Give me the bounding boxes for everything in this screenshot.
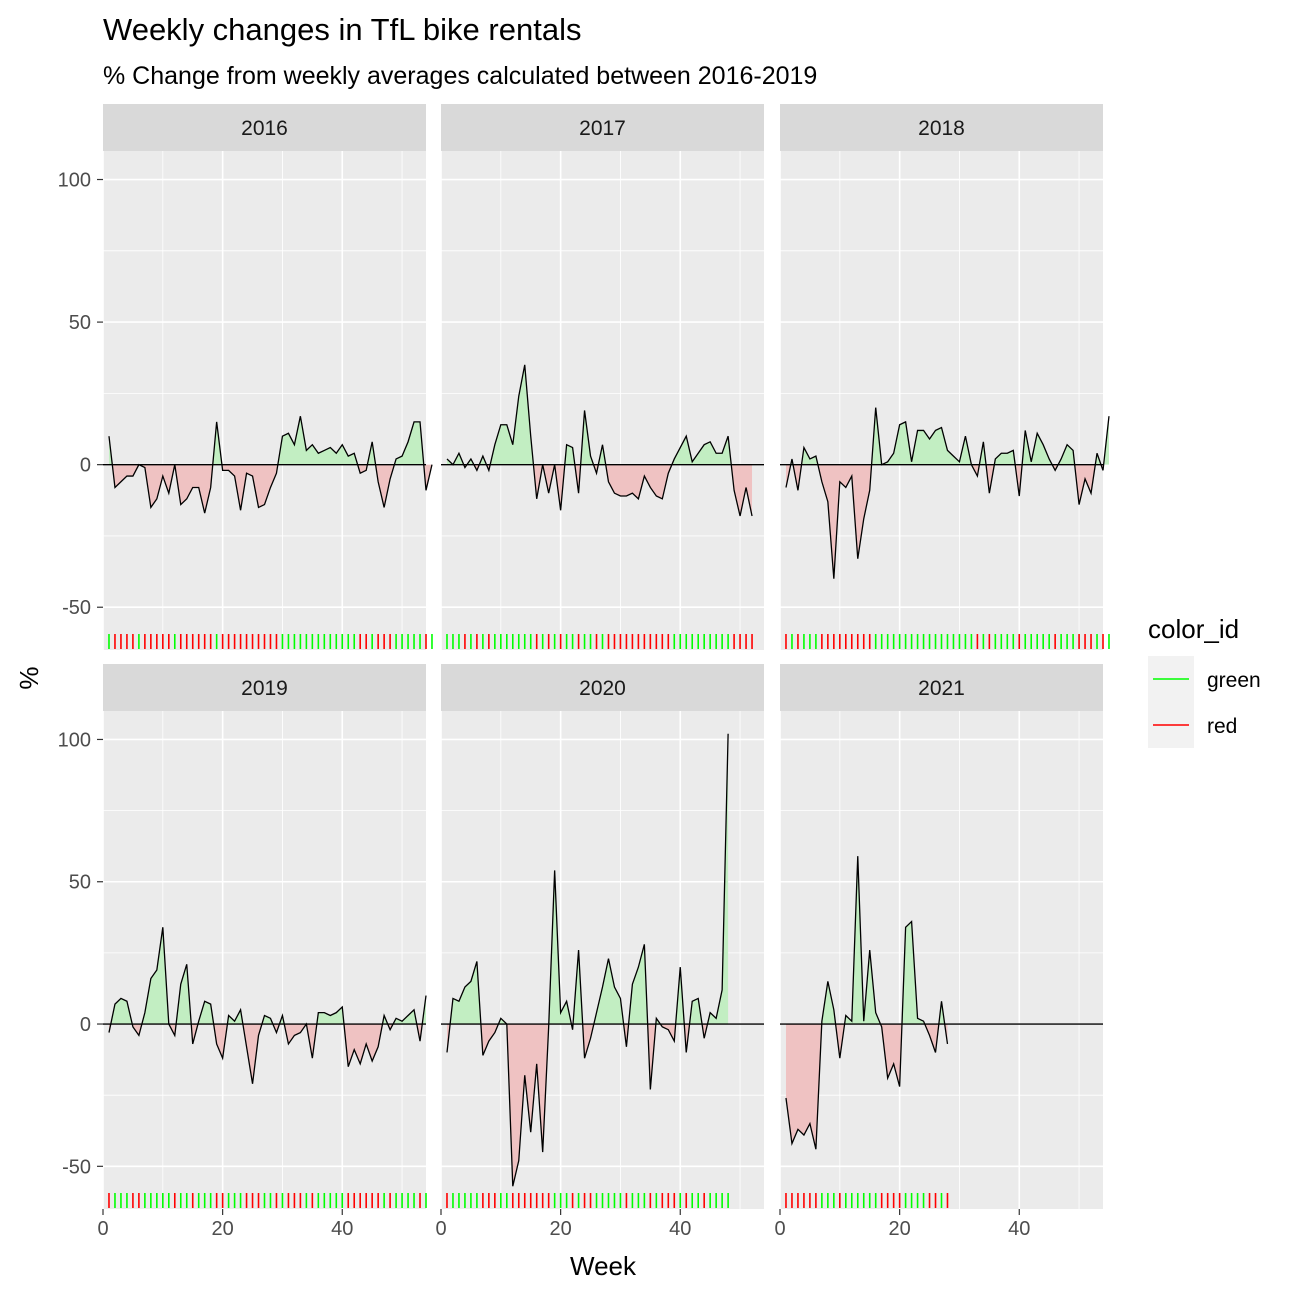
legend: color_id green red [1148, 614, 1261, 748]
facet-strip [780, 664, 1103, 711]
panel-background [780, 711, 1103, 1209]
series-line [108, 927, 427, 1084]
facet-panel-2016: 2016 -50 0 50 100 [58, 104, 433, 650]
facet-strip-label: 2016 [241, 117, 288, 140]
series-line [108, 416, 433, 514]
positive-area [108, 416, 432, 465]
facet-strip [441, 664, 764, 711]
facet-strip-label: 2020 [579, 677, 626, 700]
panel-background [103, 711, 426, 1209]
facet-strip-label: 2017 [579, 117, 626, 140]
y-tick-label: 0 [80, 1014, 91, 1036]
facet-panel-2018: 2018 [779, 104, 1110, 650]
series-line [785, 856, 949, 1150]
legend-label-red: red [1207, 715, 1237, 738]
facet-panel-2021: 2021 0 20 40 [774, 664, 1103, 1240]
facet-panel-2019: 2019 -50 0 50 100 0 20 40 [58, 664, 427, 1240]
facet-strip-label: 2018 [918, 117, 965, 140]
y-tick-label: 100 [58, 170, 91, 192]
panel-background [780, 151, 1103, 650]
chart-title: Weekly changes in TfL bike rentals [103, 12, 581, 47]
chart-subtitle: % Change from weekly averages calculated… [103, 62, 817, 90]
series-line [446, 733, 729, 1187]
facet-strip [103, 664, 426, 711]
x-tick-label: 20 [212, 1218, 234, 1240]
legend-title: color_id [1148, 614, 1239, 644]
facet-strip-label: 2021 [918, 677, 965, 700]
positive-area [821, 856, 945, 1025]
facet-panel-2017: 2017 [440, 104, 764, 650]
negative-area [108, 1024, 423, 1084]
facet-strip [780, 104, 1103, 151]
positive-area [446, 364, 732, 465]
x-axis-title: Week [570, 1251, 637, 1281]
panel-background [103, 151, 426, 650]
x-tick-label: 0 [774, 1218, 785, 1240]
facet-panel-2020: 2020 0 20 40 [435, 664, 764, 1240]
panel-background [441, 151, 764, 650]
x-tick-label: 20 [889, 1218, 911, 1240]
x-tick-label: 0 [435, 1218, 446, 1240]
series-line [785, 407, 1110, 579]
x-tick-label: 20 [550, 1218, 572, 1240]
y-tick-label: -50 [62, 1156, 91, 1178]
negative-area [446, 1024, 708, 1187]
facet-strip [441, 104, 764, 151]
y-tick-label: 100 [58, 729, 91, 751]
y-tick-label: 50 [69, 872, 91, 894]
y-axis-title: % [14, 666, 44, 689]
positive-area [450, 733, 729, 1025]
negative-area [112, 464, 432, 514]
legend-label-green: green [1207, 669, 1261, 692]
x-tick-label: 40 [669, 1218, 691, 1240]
y-tick-label: 50 [69, 312, 91, 334]
y-tick-label: -50 [62, 597, 91, 619]
legend-key-bg [1148, 656, 1194, 748]
x-tick-label: 40 [331, 1218, 353, 1240]
panel-background [441, 711, 764, 1209]
negative-area [785, 464, 1104, 579]
x-tick-label: 40 [1008, 1218, 1030, 1240]
y-tick-label: 0 [80, 455, 91, 477]
series-line [446, 364, 753, 517]
x-tick-label: 0 [97, 1218, 108, 1240]
facet-strip [103, 104, 426, 151]
facet-strip-label: 2019 [241, 677, 288, 700]
